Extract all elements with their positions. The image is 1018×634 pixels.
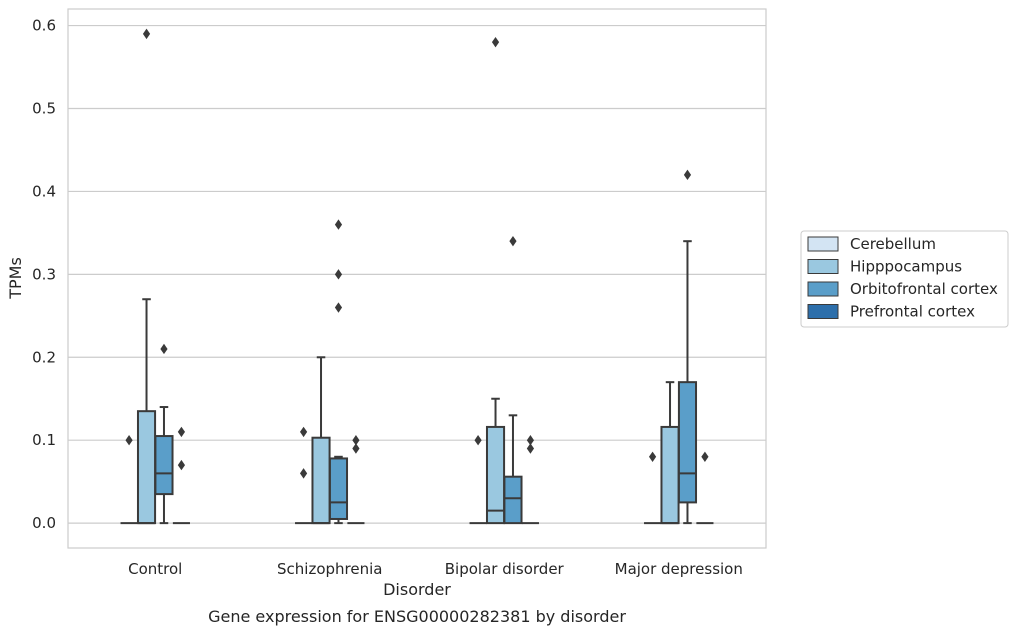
outlier-point xyxy=(334,302,343,313)
y-tick-label: 0.2 xyxy=(32,348,56,366)
box-group xyxy=(485,36,506,525)
box-group xyxy=(696,451,714,525)
outlier-point xyxy=(125,435,133,446)
legend-box xyxy=(800,230,1009,328)
outlier-point xyxy=(299,426,308,438)
y-tick-label: 0.6 xyxy=(32,17,56,35)
outlier-point xyxy=(334,219,343,230)
x-axis-label: Disorder xyxy=(383,580,451,599)
outlier-point xyxy=(177,459,186,471)
chart-caption: Gene expression for ENSG00000282381 by d… xyxy=(208,607,626,626)
box xyxy=(154,435,174,496)
legend-label: Orbitofrontal cortex xyxy=(850,280,998,298)
outlier-point xyxy=(299,468,308,479)
box-group xyxy=(347,435,365,525)
y-tick-label: 0.4 xyxy=(32,182,56,200)
x-tick-label: Bipolar disorder xyxy=(445,560,565,578)
box-group xyxy=(677,169,698,525)
box-group xyxy=(644,451,662,525)
box-group xyxy=(120,435,138,525)
legend-swatch xyxy=(807,304,839,319)
y-tick-label: 0.1 xyxy=(32,431,56,449)
outlier-point xyxy=(474,435,482,446)
x-tick-label: Control xyxy=(128,560,182,578)
y-tick-label: 0.3 xyxy=(32,265,56,283)
legend-swatch xyxy=(807,259,839,274)
outlier-point xyxy=(177,426,186,438)
x-tick-label: Major depression xyxy=(615,560,743,578)
box-group xyxy=(328,219,349,525)
box-group xyxy=(503,235,523,525)
outlier-point xyxy=(352,443,360,454)
legend: Cerebellum Hipppocampus Orbitofrontal cort… xyxy=(800,230,1009,328)
outlier-point xyxy=(160,343,168,355)
outlier-point xyxy=(334,269,343,280)
outlier-point xyxy=(352,435,360,446)
x-tick-label: Schizophrenia xyxy=(277,560,382,578)
box xyxy=(485,425,506,525)
legend-swatch xyxy=(807,236,839,252)
outlier-point xyxy=(683,169,692,181)
outlier-point xyxy=(509,235,517,247)
box xyxy=(677,381,698,504)
box xyxy=(136,410,157,525)
outlier-point xyxy=(648,451,657,462)
box-group xyxy=(521,435,539,525)
box xyxy=(660,425,680,525)
outlier-point xyxy=(526,435,535,446)
legend-swatch xyxy=(807,281,839,297)
legend-label: Cerebellum xyxy=(850,235,936,253)
outlier-point xyxy=(142,28,151,40)
y-tick-labels: 0.0 0.1 0.2 0.3 0.4 0.5 0.6 xyxy=(32,17,56,533)
box-group xyxy=(172,426,190,525)
box-group xyxy=(136,28,157,525)
plot-frame xyxy=(67,8,767,549)
box-group xyxy=(295,426,313,525)
box xyxy=(503,475,523,525)
legend-label: Prefrontal cortex xyxy=(850,303,975,321)
box-groups xyxy=(120,28,714,525)
box xyxy=(311,436,331,525)
box-group xyxy=(469,435,487,525)
x-tick-labels: Control Schizophrenia Bipolar disorder Majo… xyxy=(128,560,743,578)
box-group xyxy=(154,343,174,525)
y-tick-label: 0.0 xyxy=(32,514,56,532)
legend-label: Hipppocampus xyxy=(850,258,962,276)
box xyxy=(328,457,349,520)
y-tick-label: 0.5 xyxy=(32,100,56,118)
outlier-point xyxy=(491,36,500,48)
outlier-point xyxy=(526,443,535,454)
outlier-point xyxy=(701,451,709,462)
y-axis-label: TPMs xyxy=(6,257,25,300)
